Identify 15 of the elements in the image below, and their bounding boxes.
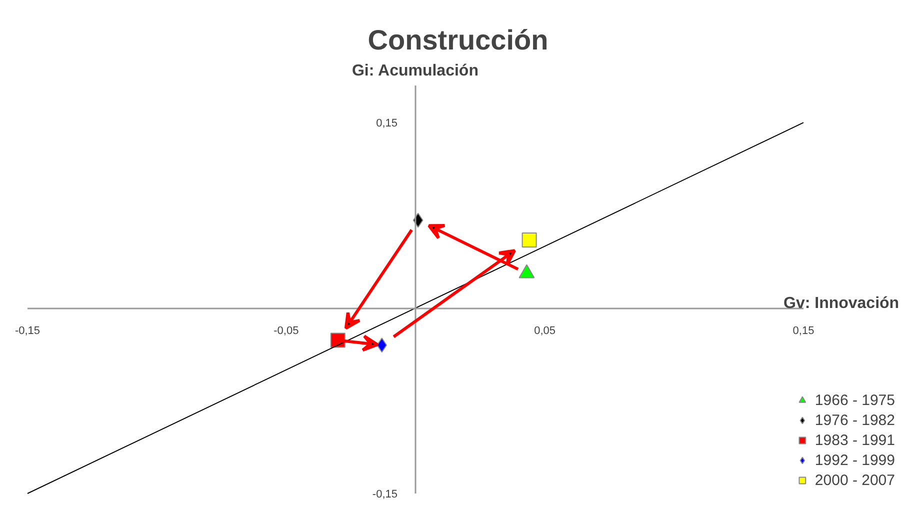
point: [376, 338, 388, 353]
x-axis-title: Gv: Innovación: [784, 295, 900, 312]
legend-label: 2000 - 2007: [814, 472, 895, 488]
chart-title: Construcción: [368, 24, 548, 56]
x-tick-label: -0,15: [14, 325, 40, 338]
x-tick-label: 0,05: [534, 325, 556, 338]
point: [522, 232, 537, 248]
legend-label: 1983 - 1991: [814, 432, 895, 448]
legend-label: 1992 - 1999: [814, 452, 895, 468]
legend-label: 1976 - 1982: [814, 412, 895, 428]
x-tick-label: -0,05: [274, 325, 299, 338]
point: [330, 332, 346, 348]
legend-label: 1966 - 1975: [814, 392, 895, 408]
x-tick-label: 0,15: [792, 325, 814, 338]
y-axis-title: Gi: Acumulación: [352, 62, 478, 80]
